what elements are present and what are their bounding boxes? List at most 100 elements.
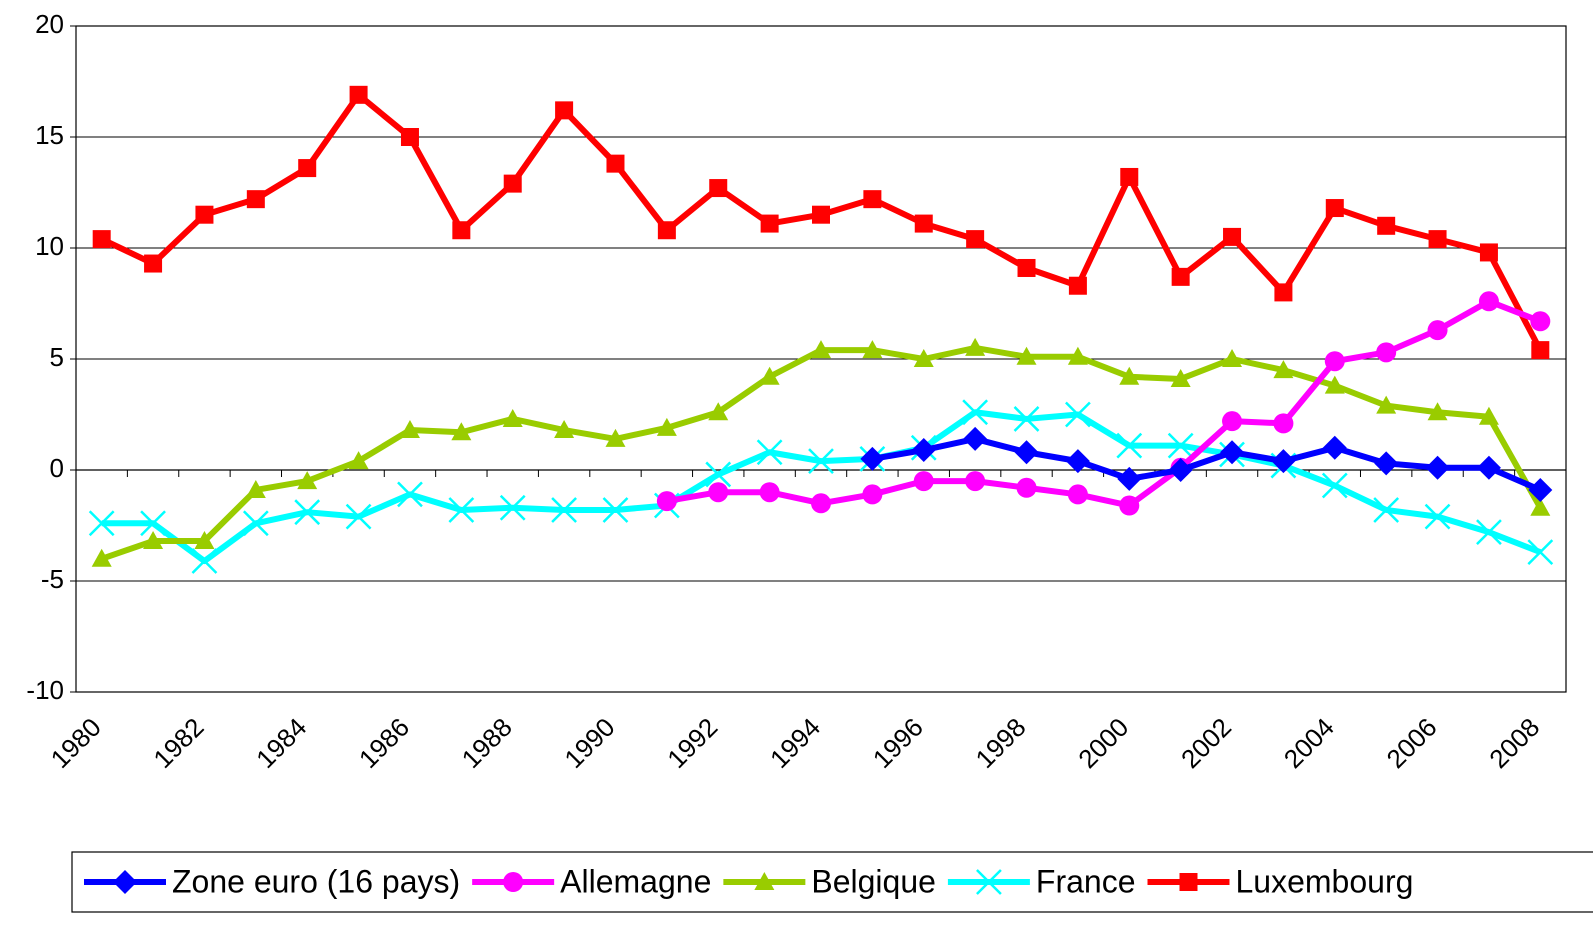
marker bbox=[1324, 351, 1345, 372]
marker bbox=[705, 461, 732, 488]
marker bbox=[1527, 539, 1554, 566]
marker bbox=[399, 420, 420, 439]
x-tick-label: 2006 bbox=[1381, 712, 1443, 774]
marker bbox=[911, 438, 936, 463]
y-tick-label: 10 bbox=[35, 231, 64, 261]
marker bbox=[1117, 466, 1142, 491]
marker bbox=[1119, 495, 1140, 516]
marker bbox=[554, 420, 575, 439]
marker bbox=[1167, 432, 1194, 459]
marker bbox=[195, 205, 214, 224]
marker bbox=[92, 230, 111, 249]
y-tick-label: -5 bbox=[41, 564, 64, 594]
marker bbox=[140, 510, 166, 537]
marker bbox=[1068, 276, 1087, 295]
marker bbox=[1119, 366, 1140, 385]
marker bbox=[1376, 395, 1397, 414]
marker bbox=[448, 497, 475, 523]
marker bbox=[862, 484, 883, 505]
marker bbox=[451, 422, 472, 441]
legend-label: Luxembourg bbox=[1236, 863, 1414, 899]
marker bbox=[1325, 199, 1344, 218]
marker bbox=[656, 491, 677, 512]
y-tick-label: 15 bbox=[35, 120, 64, 150]
marker bbox=[1530, 311, 1551, 332]
marker bbox=[1322, 435, 1347, 460]
marker bbox=[1014, 440, 1039, 465]
x-tick-label: 2008 bbox=[1483, 712, 1545, 774]
marker bbox=[1476, 519, 1502, 546]
marker bbox=[914, 214, 933, 233]
marker bbox=[656, 417, 677, 436]
marker bbox=[1223, 227, 1242, 246]
marker bbox=[345, 503, 372, 530]
marker bbox=[246, 190, 265, 209]
marker bbox=[862, 340, 883, 359]
marker bbox=[811, 493, 831, 514]
marker bbox=[143, 531, 164, 550]
x-tick-label: 2000 bbox=[1072, 712, 1134, 774]
x-tick-label: 1986 bbox=[353, 712, 415, 774]
marker bbox=[1528, 477, 1553, 502]
marker bbox=[502, 408, 523, 427]
marker bbox=[91, 548, 112, 567]
marker bbox=[1321, 472, 1348, 499]
marker bbox=[348, 451, 369, 470]
marker bbox=[1171, 267, 1190, 286]
y-tick-label: 5 bbox=[50, 342, 64, 372]
marker bbox=[709, 179, 728, 198]
marker bbox=[1478, 406, 1499, 425]
legend-label: France bbox=[1036, 863, 1136, 899]
marker bbox=[657, 221, 676, 240]
marker bbox=[400, 128, 419, 146]
marker bbox=[759, 482, 780, 503]
marker bbox=[708, 482, 729, 503]
marker bbox=[294, 499, 321, 526]
x-tick-label: 1984 bbox=[250, 712, 312, 774]
marker bbox=[503, 174, 522, 193]
marker bbox=[1324, 375, 1345, 394]
marker bbox=[913, 471, 934, 492]
marker bbox=[1222, 411, 1243, 432]
marker bbox=[808, 448, 834, 475]
marker bbox=[1013, 406, 1040, 432]
y-tick-label: -10 bbox=[26, 675, 64, 705]
marker bbox=[297, 471, 318, 490]
marker bbox=[349, 85, 368, 104]
marker bbox=[555, 101, 574, 120]
marker bbox=[242, 510, 269, 537]
marker bbox=[1428, 230, 1447, 249]
legend-label: Belgique bbox=[811, 863, 936, 899]
marker bbox=[499, 494, 526, 521]
marker bbox=[976, 869, 1002, 895]
marker bbox=[1067, 346, 1088, 365]
marker bbox=[1530, 497, 1551, 516]
marker bbox=[1374, 451, 1399, 476]
marker bbox=[1476, 455, 1501, 480]
marker bbox=[602, 497, 629, 523]
x-tick-label: 1988 bbox=[456, 712, 518, 774]
marker bbox=[1067, 484, 1088, 505]
marker bbox=[1531, 341, 1550, 360]
y-tick-label: 0 bbox=[50, 453, 64, 483]
marker bbox=[965, 337, 986, 356]
marker bbox=[245, 479, 266, 498]
marker bbox=[760, 214, 779, 233]
marker bbox=[1168, 458, 1193, 482]
marker bbox=[113, 870, 137, 894]
y-tick-label: 20 bbox=[35, 9, 64, 39]
marker bbox=[397, 481, 423, 508]
x-tick-label: 1996 bbox=[867, 712, 929, 774]
x-tick-label: 1998 bbox=[970, 712, 1032, 774]
x-tick-label: 1990 bbox=[558, 712, 620, 774]
marker bbox=[965, 471, 986, 492]
marker bbox=[1179, 873, 1198, 891]
marker bbox=[913, 349, 934, 367]
marker bbox=[503, 872, 524, 892]
marker bbox=[860, 446, 885, 471]
marker bbox=[1120, 167, 1139, 186]
marker bbox=[144, 254, 163, 273]
marker bbox=[298, 159, 317, 178]
marker bbox=[1065, 401, 1091, 428]
